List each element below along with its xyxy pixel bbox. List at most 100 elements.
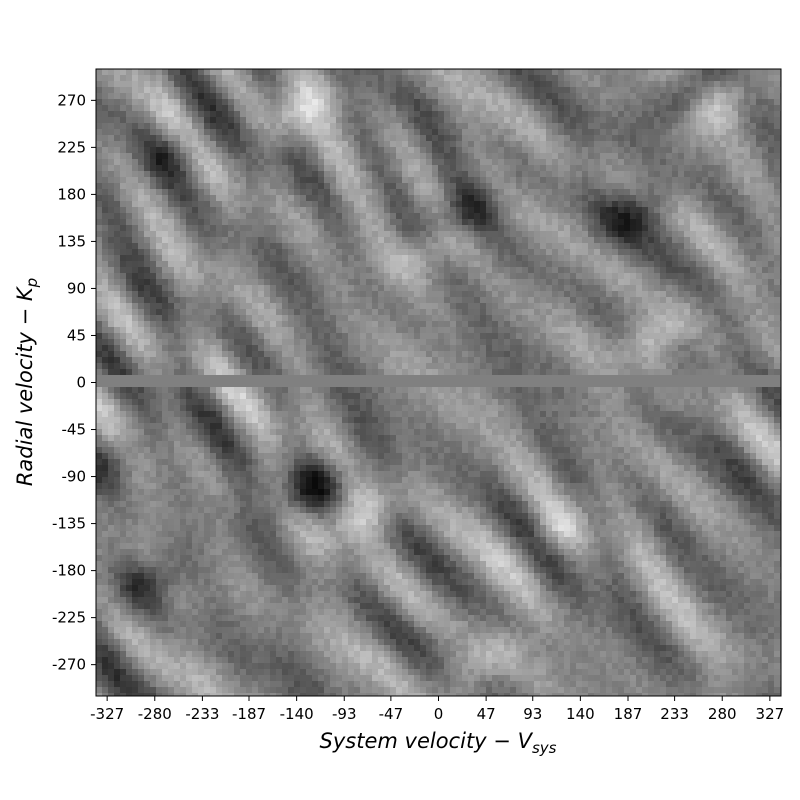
heatmap-cell (240, 315, 247, 322)
heatmap-cell (456, 129, 463, 136)
heatmap-cell (774, 261, 781, 268)
heatmap-cell (486, 261, 493, 268)
heatmap-cell (144, 153, 151, 160)
heatmap-cell (588, 99, 595, 106)
heatmap-cell (264, 87, 271, 94)
heatmap-cell (366, 249, 373, 256)
heatmap-cell (666, 93, 673, 100)
heatmap-cell (186, 297, 193, 304)
heatmap-cell (546, 75, 553, 82)
heatmap-cell (186, 117, 193, 124)
heatmap-cell (528, 69, 535, 76)
heatmap-cell (666, 141, 673, 148)
heatmap-cell (546, 213, 553, 220)
heatmap-cell (462, 285, 469, 292)
heatmap-cell (498, 225, 505, 232)
heatmap-cell (720, 237, 727, 244)
heatmap-cell (408, 219, 415, 226)
heatmap-cell (108, 177, 115, 184)
heatmap-cell (504, 261, 511, 268)
heatmap-cell (114, 291, 121, 298)
heatmap-cell (594, 99, 601, 106)
heatmap-cell (300, 177, 307, 184)
heatmap-cell (360, 327, 367, 334)
heatmap-cell (438, 195, 445, 202)
heatmap-cell (174, 159, 181, 166)
heatmap-cell (402, 165, 409, 172)
heatmap-cell (462, 159, 469, 166)
heatmap-cell (498, 243, 505, 250)
heatmap-cell (606, 81, 613, 88)
heatmap-cell (546, 165, 553, 172)
heatmap-cell (168, 111, 175, 118)
heatmap-cell (600, 201, 607, 208)
heatmap-cell (372, 75, 379, 82)
heatmap-cell (210, 189, 217, 196)
heatmap-cell (492, 141, 499, 148)
heatmap-cell (204, 303, 211, 310)
heatmap-cell (270, 105, 277, 112)
heatmap-cell (468, 279, 475, 286)
heatmap-cell (264, 327, 271, 334)
heatmap-cell (312, 141, 319, 148)
heatmap-cell (348, 267, 355, 274)
heatmap-cell (108, 135, 115, 142)
heatmap-cell (444, 75, 451, 82)
heatmap-cell (708, 243, 715, 250)
heatmap-cell (714, 153, 721, 160)
heatmap-cell (102, 195, 109, 202)
heatmap-cell (348, 225, 355, 232)
heatmap-cell (618, 117, 625, 124)
heatmap-cell (348, 321, 355, 328)
heatmap-cell (354, 111, 361, 118)
heatmap-cell (240, 201, 247, 208)
heatmap-cell (180, 171, 187, 178)
heatmap-cell (222, 207, 229, 214)
heatmap-cell (618, 93, 625, 100)
heatmap-cell (636, 99, 643, 106)
heatmap-cell (648, 135, 655, 142)
heatmap-cell (576, 99, 583, 106)
heatmap-cell (528, 153, 535, 160)
heatmap-cell (660, 219, 667, 226)
heatmap-cell (288, 237, 295, 244)
heatmap-cell (150, 75, 157, 82)
heatmap-cell (732, 165, 739, 172)
heatmap-cell (294, 129, 301, 136)
heatmap-cell (474, 141, 481, 148)
heatmap-cell (102, 315, 109, 322)
heatmap-cell (522, 147, 529, 154)
heatmap-cell (720, 321, 727, 328)
heatmap-cell (582, 303, 589, 310)
heatmap-cell (636, 279, 643, 286)
heatmap-cell (336, 291, 343, 298)
heatmap-cell (216, 165, 223, 172)
heatmap-cell (234, 309, 241, 316)
heatmap-cell (606, 171, 613, 178)
heatmap-cell (348, 111, 355, 118)
heatmap-cell (318, 261, 325, 268)
heatmap-cell (588, 165, 595, 172)
heatmap-cell (720, 219, 727, 226)
heatmap-cell (768, 291, 775, 298)
heatmap-cell (690, 207, 697, 214)
heatmap-cell (756, 195, 763, 202)
heatmap-cell (528, 129, 535, 136)
heatmap-cell (540, 153, 547, 160)
heatmap-cell (168, 69, 175, 76)
heatmap-cell (138, 267, 145, 274)
heatmap-cell (354, 291, 361, 298)
heatmap-cell (222, 243, 229, 250)
heatmap-cell (384, 159, 391, 166)
heatmap-cell (336, 81, 343, 88)
heatmap-cell (246, 273, 253, 280)
heatmap-cell (342, 129, 349, 136)
heatmap-cell (432, 117, 439, 124)
heatmap-cell (144, 213, 151, 220)
heatmap-cell (516, 177, 523, 184)
heatmap-cell (504, 81, 511, 88)
heatmap-cell (228, 279, 235, 286)
heatmap-cell (630, 171, 637, 178)
heatmap-cell (714, 219, 721, 226)
heatmap-cell (228, 213, 235, 220)
